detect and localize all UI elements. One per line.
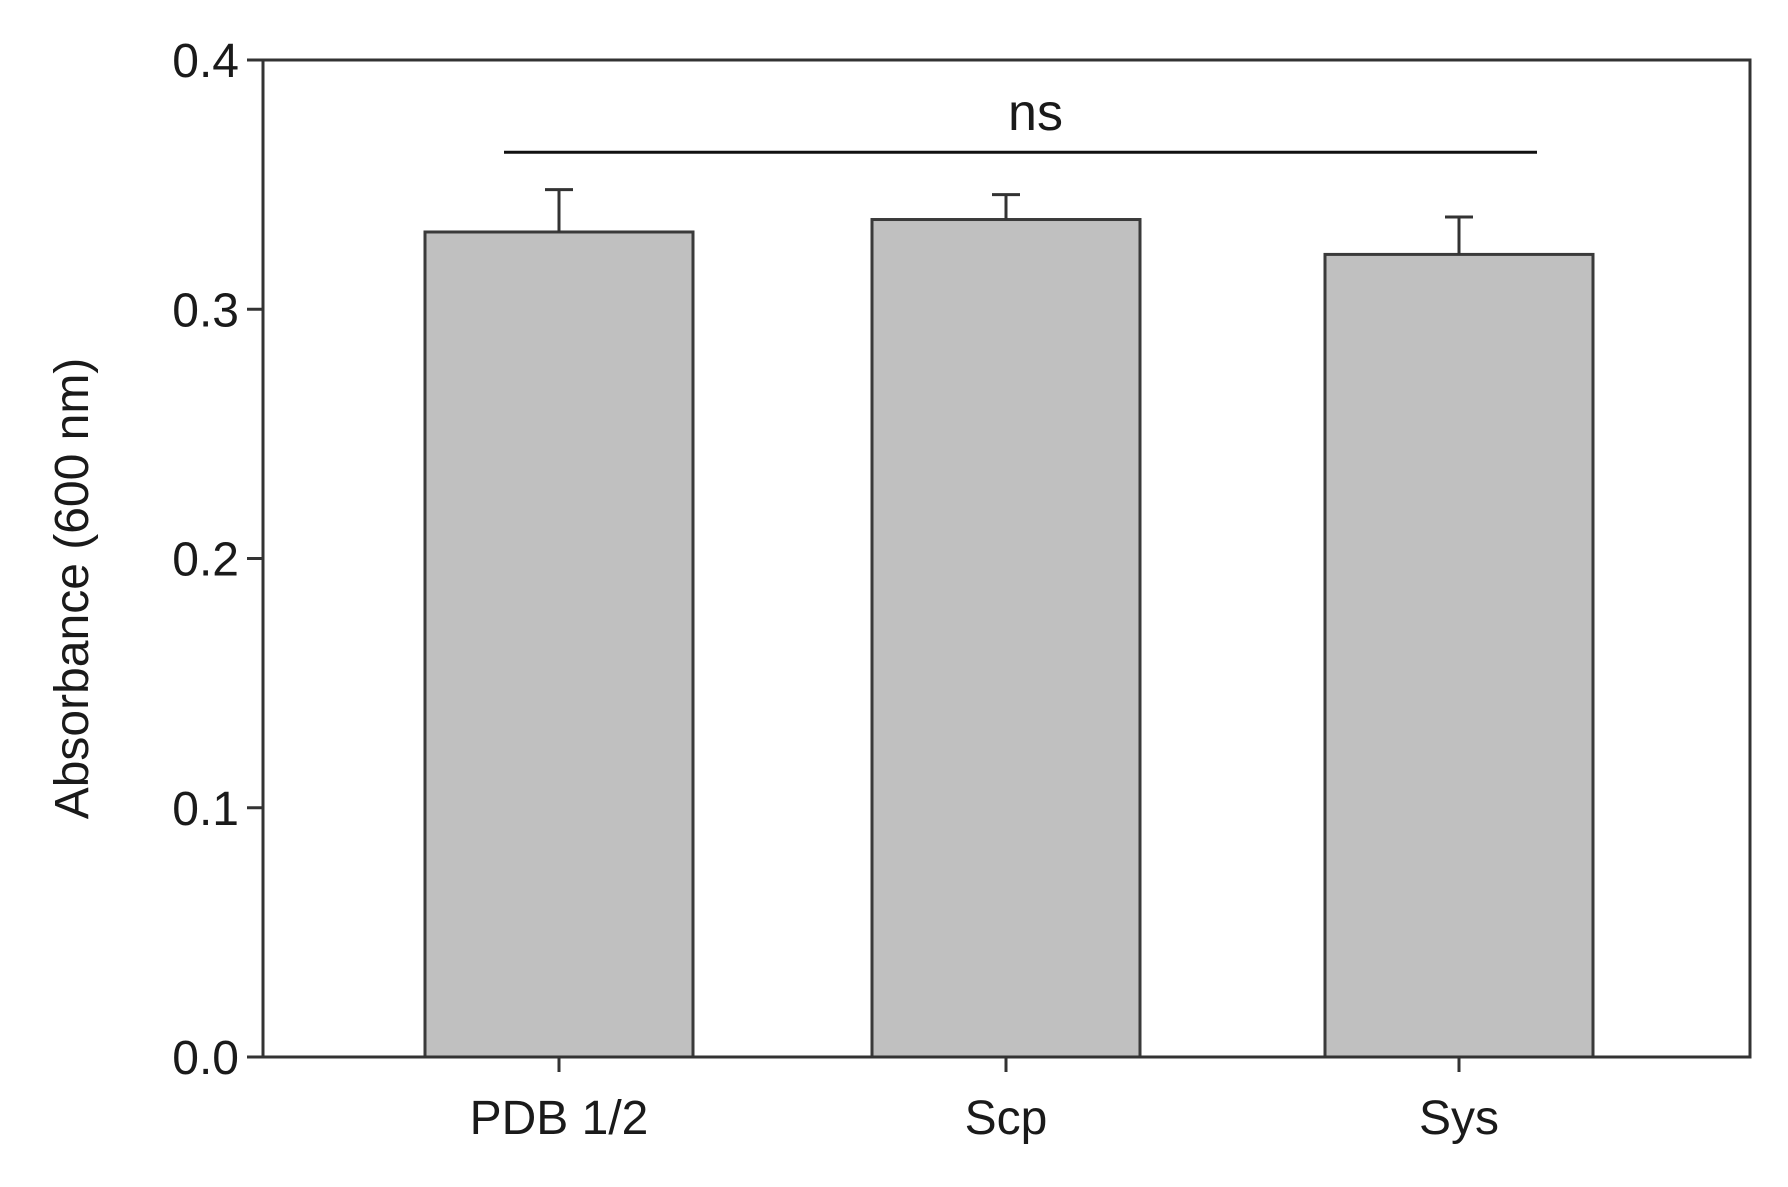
error-bars-layer bbox=[545, 188, 1473, 255]
x-tick-label: PDB 1/2 bbox=[470, 1092, 649, 1145]
bar-scp bbox=[870, 218, 1142, 1059]
bars-layer bbox=[423, 218, 1595, 1059]
error-bar-scp bbox=[992, 193, 1020, 220]
y-axis: 0.0 0.1 0.2 0.3 0.4 bbox=[172, 35, 263, 1085]
y-tick-label: 0.2 bbox=[172, 534, 239, 587]
x-tick-label: Sys bbox=[1419, 1092, 1499, 1145]
y-tick-label: 0.1 bbox=[172, 783, 239, 836]
x-axis: PDB 1/2 Scp Sys bbox=[470, 1057, 1499, 1145]
significance-annotation: ns bbox=[504, 84, 1537, 154]
bar-sys bbox=[1323, 252, 1595, 1059]
error-bar-pdb-1-2 bbox=[545, 188, 573, 232]
y-tick-label: 0.0 bbox=[172, 1032, 239, 1085]
x-tick-label: Scp bbox=[965, 1092, 1048, 1145]
y-tick-label: 0.4 bbox=[172, 35, 239, 88]
y-tick-label: 0.3 bbox=[172, 284, 239, 337]
significance-label: ns bbox=[1008, 84, 1063, 142]
bar-pdb-1-2 bbox=[423, 230, 695, 1059]
error-bar-sys bbox=[1445, 215, 1473, 255]
y-axis-label: Absorbance (600 nm) bbox=[46, 358, 99, 820]
